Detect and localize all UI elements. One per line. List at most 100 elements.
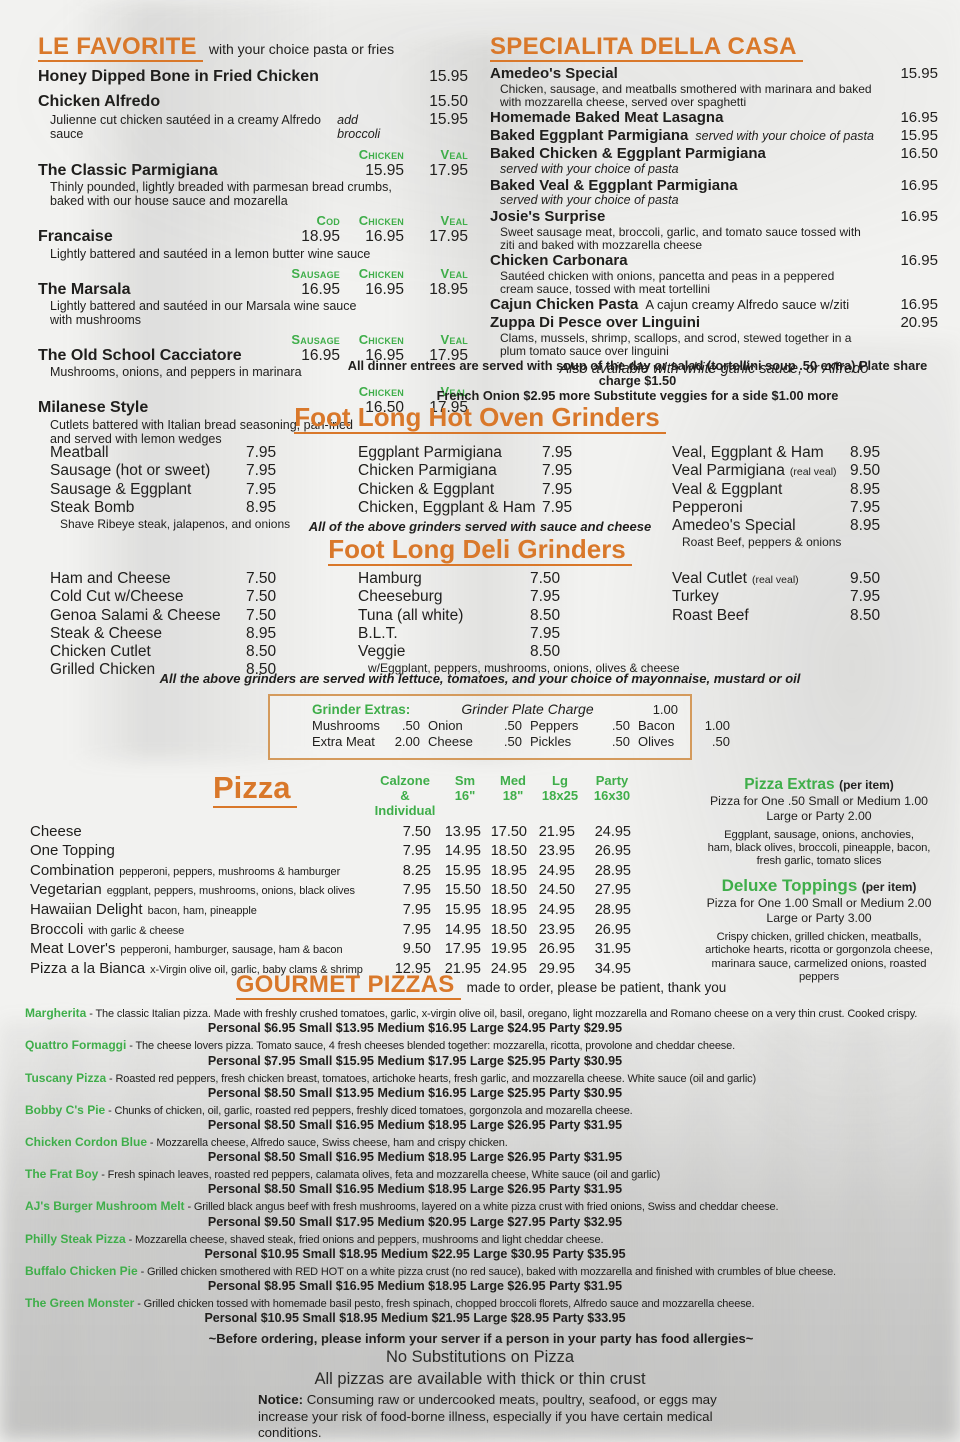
item-price: 21.95 [444,960,481,977]
extra-name: Pickles [530,734,572,750]
plate-charge-price: 1.00 [652,702,678,717]
menu-item: Chicken Cordon Blue - Mozzarella cheese,… [25,1135,937,1164]
item-prices: Personal $9.50 Small $17.95 Medium $20.9… [207,1214,623,1229]
item-price: 8.50 [530,606,561,624]
menu-item: Josie's Surprise 16.95 Sweet sausage mea… [490,208,938,252]
item-name: The Old School Cacciatore [38,346,242,364]
item-description: w/Eggplant, peppers, mushrooms, onions, … [368,661,680,676]
variant-label: Chicken [358,331,404,347]
extra-name: Extra Meat [312,734,375,750]
item-description: - Grilled chicken tossed with homemade b… [137,1297,755,1310]
item-description: Julienne cut chicken sautéed in a creamy… [50,112,321,142]
item-price: 15.95 [900,65,938,83]
menu-item: Amedeo's Special 8.95 Roast Beef, peppers… [672,517,896,549]
item-price: 24.95 [538,862,575,879]
item-description: - Mozzarella cheese, Alfredo sauce, Swis… [149,1136,508,1149]
item-name: Cold Cut w/Cheese [50,588,184,606]
table-row: Combination pepperoni, peppers, mushrooms… [30,862,680,881]
item-prices: Personal $8.95 Small $16.95 Medium $18.9… [207,1278,623,1293]
item-price: 8.95 [850,444,881,461]
extra-price: .50 [503,734,522,750]
item-description: - Fresh spinach leaves, roasted red pepp… [101,1169,661,1182]
watermark-photo [0,1020,960,1440]
item-name: The Marsala [38,280,131,298]
item-description: Cutlets battered with Italian bread seas… [50,417,353,446]
extra-price: .50 [401,718,420,733]
item-name: Milanese Style [38,399,149,417]
section-title-le-favorite: LE FAVORITE [38,34,203,63]
variant-label: Veal [440,265,468,281]
item-tag: (real veal) [751,574,799,586]
item-price: 15.50 [429,92,468,110]
menu-item: Veal & Eggplant 8.95 [672,481,896,499]
extra-name: Cheese [428,734,473,750]
menu-item: Chicken Cutlet 8.50 [50,643,292,661]
deli-grinders-note: All the above grinders are served with l… [159,671,801,686]
item-name: Veal & Eggplant [672,480,783,498]
item-name: The Green Monster [25,1295,135,1310]
table-row: Pizza a la Bianca x-Virgin olive oil, gar… [30,960,680,979]
item-price: 8.50 [850,606,881,624]
item-price: 7.95 [542,498,573,516]
menu-item: Veal, Eggplant & Ham 8.95 [672,444,896,462]
item-name: Baked Eggplant Parmigiana [490,127,689,145]
item-description: - Mozzarella cheese, shaved steak, fried… [128,1233,604,1246]
size-column-header: Med 18" [500,773,526,803]
item-name: Sausage & Eggplant [50,480,192,498]
menu-item: Chicken Veal Milanese Style 16.50 17.95 Cut… [38,385,468,445]
item-name: Chicken, Eggplant & Ham [358,498,536,516]
item-name: Sausage (hot or sweet) [50,462,211,480]
item-price: 7.95 [542,444,573,461]
menu-item: B.L.T. 7.95 [358,625,576,643]
item-description: pepperoni, peppers, mushrooms & hamburge… [119,865,341,878]
item-description: - The classic Italian pizza. Made with f… [89,1008,918,1021]
pizza-header: Pizza [213,771,297,808]
item-price: 23.95 [538,843,575,860]
size-column-header: Party 16x30 [593,773,631,803]
item-description: Clams, mussels, shrimp, scallops, and sc… [500,330,852,359]
crust-options-line: All pizzas are available with thick or t… [314,1370,646,1389]
menu-item: Roast Beef 8.50 [672,607,896,625]
item-description: Thinly pounded, lightly breaded with par… [50,180,392,209]
item-price: 17.95 [444,941,481,958]
section-title-gourmet: GOURMET PIZZAS [235,972,461,1001]
item-name: Homemade Baked Meat Lasagna [490,109,724,127]
item-name: Veal Parmigiana [672,462,785,480]
variant-label: Chicken [358,384,404,400]
table-row: Hawaiian Delight bacon, ham, pineapple 7.… [30,901,680,920]
deluxe-toppings-items: Crispy chicken, grilled chicken, meatbal… [705,930,933,983]
extra-name: Onion [428,718,463,733]
item-description: - Roasted red peppers, fresh chicken bre… [109,1072,757,1085]
notice-text: Consuming raw or undercooked meats, poul… [258,1392,717,1441]
item-name: Eggplant Parmigiana [358,444,502,461]
item-price: 26.95 [594,921,631,938]
item-name: Grilled Chicken [50,661,156,679]
notice-label: Notice: [258,1392,304,1407]
item-name: Meatball [50,444,109,461]
menu-item: Chicken Alfredo 15.50 Julienne cut chicke… [38,93,468,142]
menu-item: Eggplant Parmigiana 7.95 [358,444,588,462]
variant-label: Veal [440,331,468,347]
item-price: 16.95 [365,228,404,246]
hot-grinders-header: Foot Long Hot Oven Grinders [0,403,960,435]
item-price: 16.50 [900,144,938,162]
extra-item: Onion .50 [428,718,522,734]
item-name: Pizza a la Bianca [30,959,146,977]
table-row: Vegetarian eggplant, peppers, mushrooms, … [30,881,680,900]
pizza-extras-pricing: Pizza for One .50 Small or Medium 1.00 [709,794,929,808]
menu-item: Bobby C's Pie - Chunks of chicken, oil, … [25,1103,937,1132]
item-name: Vegetarian [30,881,102,899]
table-row: Broccoli with garlic & cheese 7.95 14.95 … [30,921,680,940]
item-price: 23.95 [538,921,575,938]
extra-item: Cheese .50 [428,734,522,750]
table-row: One Topping 7.95 14.95 18.50 23.95 26.95 [30,842,680,861]
item-price: 16.50 [365,399,404,417]
item-name: Chicken Carbonara [490,252,628,270]
variant-label: Veal [440,384,468,400]
item-price: 7.95 [402,921,431,938]
per-item-label: (per item) [839,778,894,792]
specialita-section: SPECIALITA DELLA CASA Amedeo's Special 1… [490,34,938,377]
gourmet-pizzas-section: GOURMET PIZZAS made to order, please be p… [25,972,937,1346]
menu-item: Hamburg 7.50 [358,570,576,588]
extra-item: Peppers .50 [530,718,630,734]
